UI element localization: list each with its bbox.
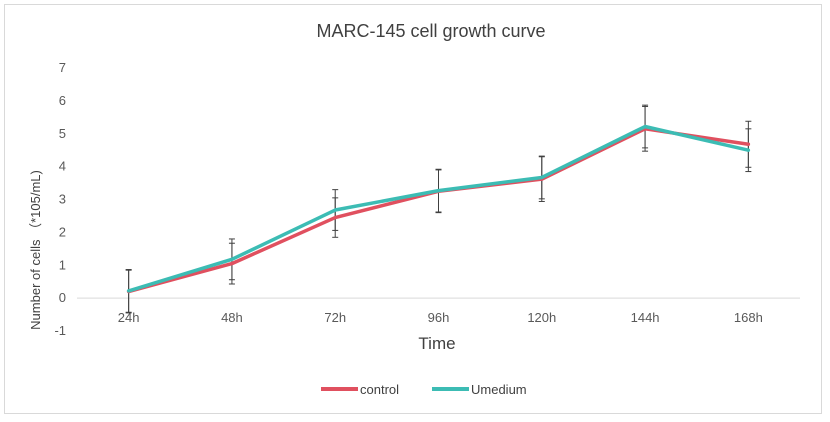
chart-title: MARC-145 cell growth curve bbox=[316, 21, 545, 41]
x-tick-label: 48h bbox=[221, 310, 243, 325]
series-lines bbox=[126, 124, 751, 294]
y-tick-label: 6 bbox=[59, 93, 66, 108]
y-tick-label: 5 bbox=[59, 126, 66, 141]
y-tick-label: 0 bbox=[59, 290, 66, 305]
y-axis-label: Number of cells （*105/mL) bbox=[28, 170, 43, 330]
x-axis-ticks: 24h 48h 72h 96h 120h 144h 168h bbox=[118, 310, 763, 325]
x-tick-label: 96h bbox=[428, 310, 450, 325]
x-tick-label: 120h bbox=[527, 310, 556, 325]
legend: control Umedium bbox=[321, 382, 527, 397]
y-tick-label: 3 bbox=[59, 192, 66, 207]
x-tick-label: 72h bbox=[324, 310, 346, 325]
legend-label: control bbox=[360, 382, 399, 397]
y-tick-label: 1 bbox=[59, 257, 66, 272]
x-axis-label: Time bbox=[418, 334, 455, 353]
legend-item: Umedium bbox=[432, 382, 527, 397]
series-line bbox=[126, 124, 751, 293]
y-tick-label: -1 bbox=[54, 323, 66, 338]
chart-frame bbox=[4, 4, 822, 414]
y-tick-label: 7 bbox=[59, 60, 66, 75]
legend-label: Umedium bbox=[471, 382, 527, 397]
x-tick-label: 24h bbox=[118, 310, 140, 325]
x-tick-label: 144h bbox=[631, 310, 660, 325]
legend-item: control bbox=[321, 382, 399, 397]
error-bars bbox=[125, 104, 752, 314]
x-tick-label: 168h bbox=[734, 310, 763, 325]
y-tick-label: 2 bbox=[59, 224, 66, 239]
y-axis-ticks: -1 0 1 2 3 4 5 6 7 bbox=[54, 60, 66, 338]
y-tick-label: 4 bbox=[59, 159, 66, 174]
